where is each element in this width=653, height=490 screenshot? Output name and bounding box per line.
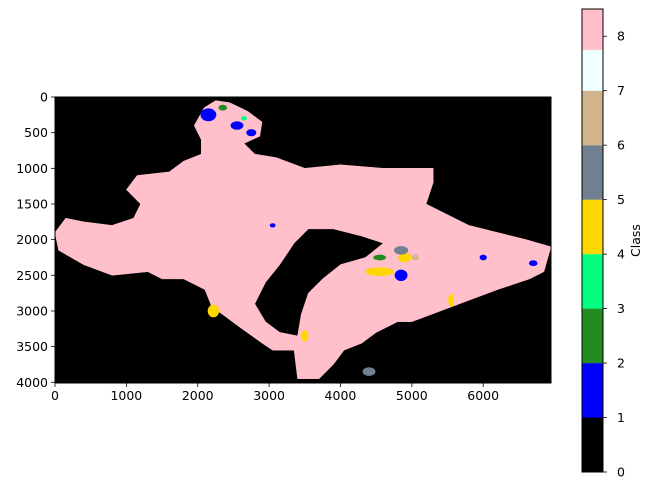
class-patch bbox=[362, 367, 376, 376]
colorbar-tick-label: 4 bbox=[617, 247, 625, 262]
y-tick-label: 3000 bbox=[16, 303, 48, 318]
x-tick-label: 6000 bbox=[467, 388, 499, 403]
colorbar-segment bbox=[582, 199, 603, 255]
colorbar-tick-label: 2 bbox=[617, 356, 625, 371]
colorbar-segment bbox=[582, 363, 603, 418]
class-patch bbox=[398, 252, 412, 263]
class-patch bbox=[200, 108, 217, 122]
class-patch bbox=[394, 246, 409, 255]
class-patch bbox=[394, 269, 408, 281]
colorbar-tick-label: 5 bbox=[617, 192, 625, 207]
colorbar-tick-label: 1 bbox=[617, 410, 625, 425]
colorbar-segment bbox=[582, 308, 603, 364]
y-tick-label: 0 bbox=[40, 90, 48, 105]
image-axes: 0 1000 2000 3000 4000 5000 6000 0 500 1000 1500 20… bbox=[16, 90, 552, 403]
x-tick-label: 4000 bbox=[325, 388, 357, 403]
y-axis: 0 500 1000 1500 2000 2500 3000 3500 4000 bbox=[16, 90, 55, 390]
colorbar-label: Class bbox=[628, 224, 643, 257]
colorbar-tick-label: 7 bbox=[617, 83, 625, 98]
x-tick-label: 3000 bbox=[253, 388, 285, 403]
class-patch bbox=[301, 330, 309, 342]
class-patch bbox=[207, 304, 220, 318]
colorbar-tick-label: 6 bbox=[617, 138, 625, 153]
class-patch bbox=[269, 223, 276, 228]
colorbar-segment bbox=[582, 49, 603, 91]
colorbar-frame bbox=[581, 8, 604, 473]
class-patch bbox=[528, 260, 538, 267]
colorbar-tick-label: 8 bbox=[617, 29, 625, 44]
y-tick-label: 2000 bbox=[16, 232, 48, 247]
x-tick-label: 1000 bbox=[110, 388, 142, 403]
class-patch bbox=[246, 129, 257, 137]
x-axis: 0 1000 2000 3000 4000 5000 6000 bbox=[51, 383, 499, 403]
class-patch bbox=[373, 254, 387, 261]
x-tick-label: 0 bbox=[51, 388, 59, 403]
colorbar-segment bbox=[582, 254, 603, 309]
colorbar-segment bbox=[582, 417, 603, 472]
y-tick-label: 2500 bbox=[16, 268, 48, 283]
colorbar-tick-label: 0 bbox=[617, 465, 625, 480]
y-tick-label: 1000 bbox=[16, 161, 48, 176]
class-patch bbox=[230, 121, 244, 130]
colorbar-segment bbox=[582, 9, 603, 50]
y-tick-label: 500 bbox=[24, 125, 48, 140]
colorbar-tick-label: 3 bbox=[617, 301, 625, 316]
x-tick-label: 2000 bbox=[182, 388, 214, 403]
class-patch bbox=[218, 104, 227, 111]
class-patch bbox=[479, 254, 487, 261]
class-patch bbox=[365, 267, 395, 277]
colorbar: 0 1 2 3 4 5 6 7 8 Class bbox=[581, 8, 643, 480]
class-region-dominant bbox=[55, 100, 551, 379]
x-tick-label: 5000 bbox=[396, 388, 428, 403]
y-tick-label: 3500 bbox=[16, 339, 48, 354]
class-patch bbox=[448, 293, 454, 307]
y-tick-label: 1500 bbox=[16, 196, 48, 211]
colorbar-segment bbox=[582, 90, 603, 146]
colorbar-axis: 0 1 2 3 4 5 6 7 8 bbox=[603, 29, 625, 480]
colorbar-segment bbox=[582, 145, 603, 200]
class-patch bbox=[241, 116, 248, 121]
class-patch bbox=[411, 254, 419, 261]
y-tick-label: 4000 bbox=[16, 375, 48, 390]
